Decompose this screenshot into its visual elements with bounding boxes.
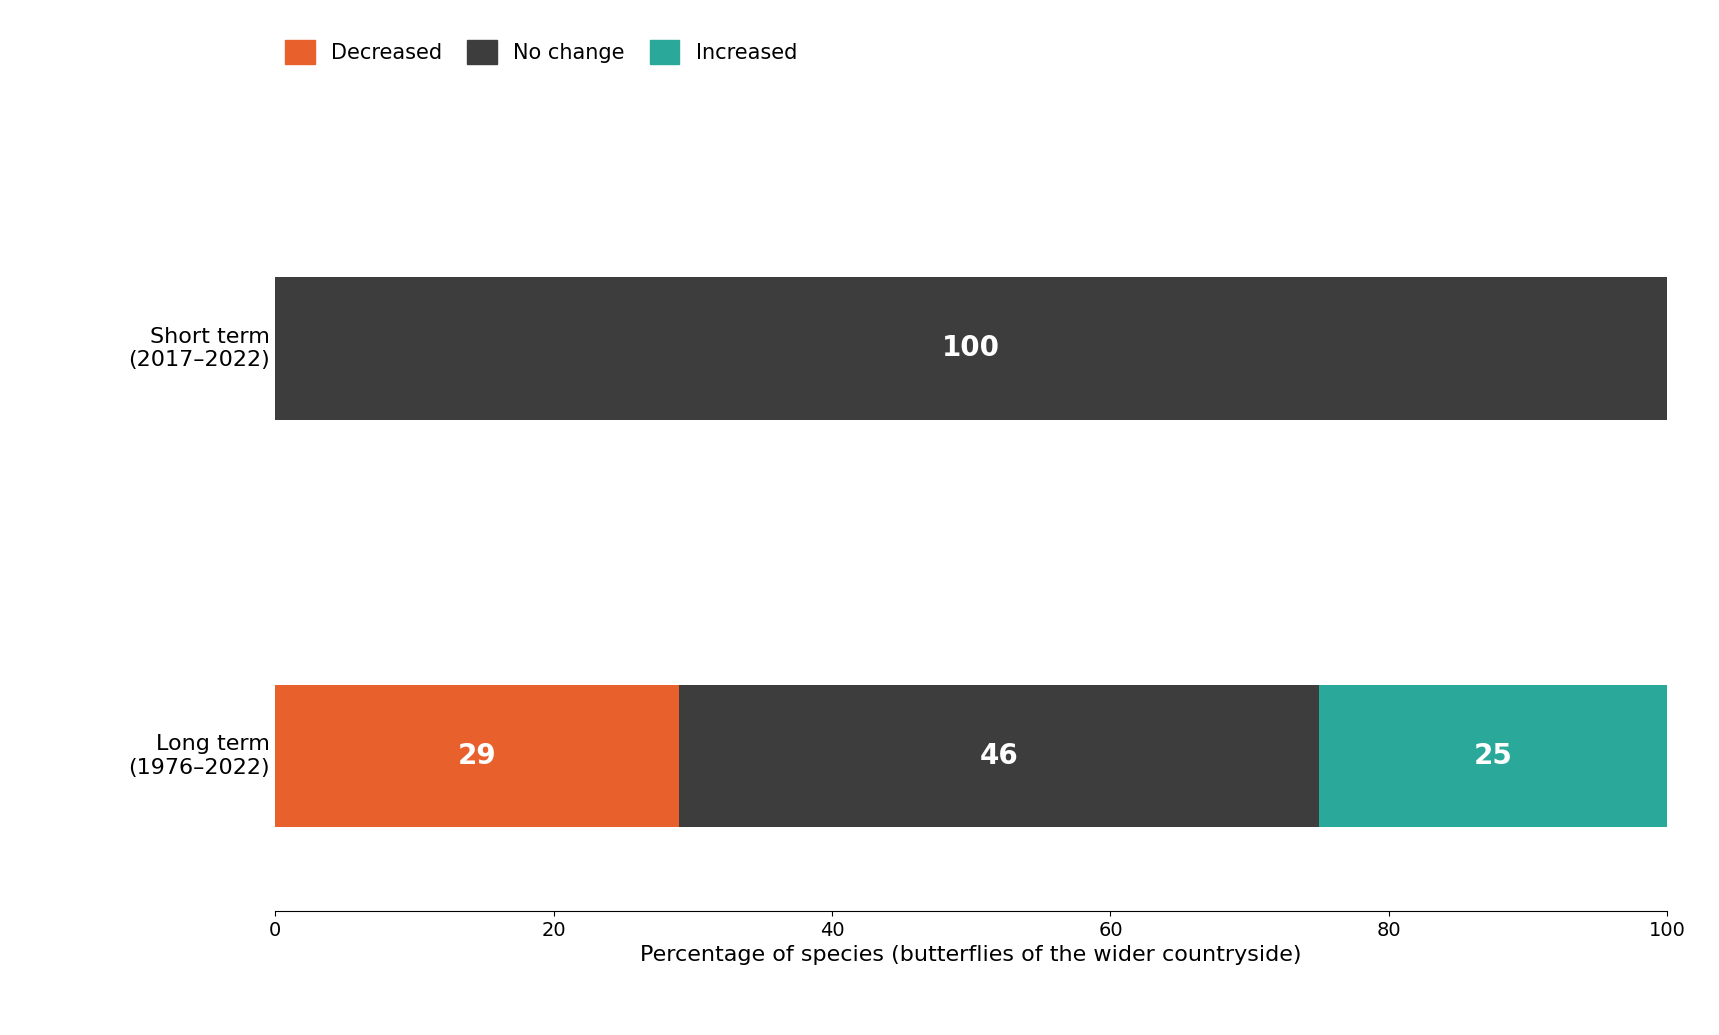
Text: 25: 25 — [1473, 742, 1513, 770]
Text: 100: 100 — [942, 334, 1000, 362]
Bar — [679, 684, 1320, 827]
Bar — [275, 684, 679, 827]
Text: 29: 29 — [457, 742, 497, 770]
Bar — [275, 277, 1667, 419]
Bar — [1320, 684, 1667, 827]
Legend: Decreased, No change, Increased: Decreased, No change, Increased — [285, 40, 798, 64]
X-axis label: Percentage of species (butterflies of the wider countryside): Percentage of species (butterflies of th… — [641, 945, 1301, 965]
Text: 46: 46 — [980, 742, 1018, 770]
